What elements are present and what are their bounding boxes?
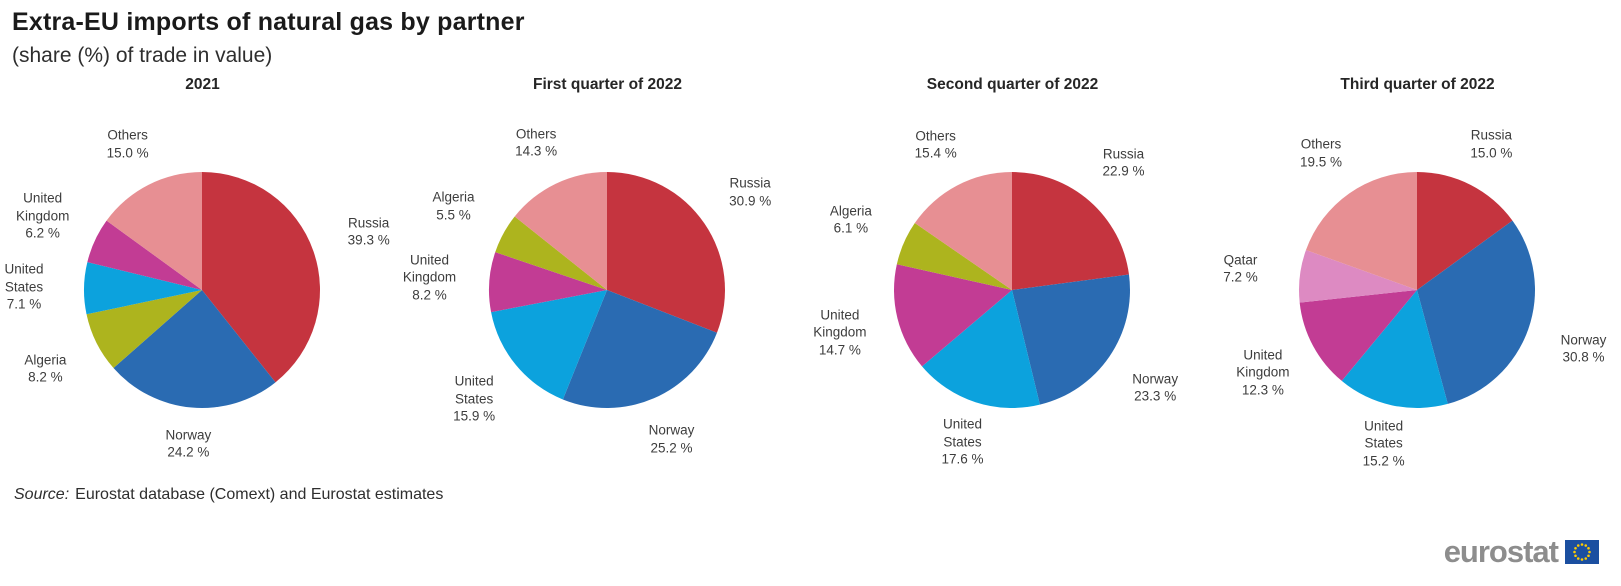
- pie-slice-algeria: [495, 216, 607, 290]
- pie-slice-norway: [562, 290, 717, 409]
- slice-label-norway: Norway 24.2 %: [165, 427, 212, 460]
- slice-label-united-states: United States 7.1 %: [4, 261, 44, 312]
- pie-slice-norway: [1417, 220, 1536, 404]
- pie-panel-4: Third quarter of 2022 Russia 15.0 % Norway 3…: [1215, 76, 1620, 480]
- slice-label-others: Others 15.0 %: [106, 127, 149, 160]
- slice-label-algeria: Algeria 5.5 %: [432, 189, 475, 223]
- pie-chart-title: Third quarter of 2022: [1340, 76, 1495, 93]
- slice-label-united-kingdom: United Kingdom 8.2 %: [402, 252, 457, 303]
- slice-label-norway: Norway 23.3 %: [1132, 371, 1179, 404]
- pie-slice-norway: [113, 290, 276, 408]
- slice-label-algeria: Algeria 8.2 %: [24, 352, 67, 385]
- slice-label-russia: Russia 15.0 %: [1470, 127, 1513, 160]
- slice-label-united-kingdom: United Kingdom 12.3 %: [1236, 347, 1290, 398]
- pie-slice-united-kingdom: [893, 264, 1012, 367]
- pie-slice-united-states: [491, 290, 607, 400]
- pie-panel-3: Second quarter of 2022 Russia 22.9 % Norway…: [810, 76, 1215, 480]
- pie-slice-others: [914, 172, 1012, 290]
- pie-slice-others: [514, 172, 607, 290]
- pie-chart-area: Russia 22.9 % Norway 23.3 % United States 17.6…: [810, 98, 1215, 480]
- pie-slice-qatar: [1298, 250, 1417, 303]
- pie-chart-title: 2021: [185, 76, 220, 93]
- slice-label-others: Others 15.4 %: [914, 128, 957, 161]
- pie-chart: [893, 172, 1130, 408]
- charts-row: 2021 Russia 39.3 % Norway 24.2 % Algeria 8.2 %…: [0, 76, 1621, 480]
- page-title: Extra-EU imports of natural gas by partn…: [12, 8, 525, 36]
- pie-slice-norway: [1012, 274, 1130, 405]
- pie-chart-area: Russia 30.9 % Norway 25.2 % United States 15.9…: [402, 98, 810, 480]
- source-text: Eurostat database (Comext) and Eurostat …: [75, 486, 444, 503]
- pie-slice-united-states: [84, 262, 202, 315]
- slice-label-russia: Russia 30.9 %: [729, 175, 772, 209]
- pie-chart-area: Russia 39.3 % Norway 24.2 % Algeria 8.2 % Unit…: [0, 98, 405, 480]
- page-subtitle: (share (%) of trade in value): [12, 44, 273, 67]
- header: Extra-EU imports of natural gas by partn…: [0, 0, 1621, 68]
- slice-label-algeria: Algeria 6.1 %: [829, 203, 872, 236]
- slice-label-others: Others 19.5 %: [1299, 136, 1343, 170]
- slice-label-norway: Norway 30.8 %: [1560, 332, 1607, 365]
- pie-chart: [488, 172, 725, 409]
- pie-slice-others: [106, 172, 202, 290]
- pie-panel-1: 2021 Russia 39.3 % Norway 24.2 % Algeria 8.2 %…: [0, 76, 405, 480]
- slice-label-united-states: United States 15.9 %: [453, 373, 496, 425]
- pie-chart: [84, 172, 320, 408]
- pie-slice-united-kingdom: [1299, 290, 1417, 381]
- slice-label-united-states: United States 17.6 %: [941, 416, 984, 467]
- pie-slice-russia: [1417, 172, 1513, 290]
- pie-chart-title: First quarter of 2022: [532, 76, 683, 93]
- slice-label-united-kingdom: United Kingdom 6.2 %: [16, 190, 70, 241]
- pie-slice-united-states: [1341, 290, 1448, 409]
- slice-label-others: Others 14.3 %: [515, 126, 558, 159]
- source-label: Source:: [14, 486, 70, 503]
- pie-slice-algeria: [896, 223, 1012, 290]
- slice-label-norway: Norway 25.2 %: [648, 422, 695, 455]
- pie-chart-title: Second quarter of 2022: [926, 76, 1099, 93]
- pie-slice-others: [1305, 172, 1417, 290]
- slice-label-russia: Russia 39.3 %: [347, 215, 390, 248]
- pie-slice-russia: [607, 172, 725, 333]
- pie-slice-united-states: [922, 290, 1040, 408]
- pie-slice-united-kingdom: [87, 220, 202, 290]
- slice-label-united-states: United States 15.2 %: [1362, 418, 1405, 469]
- pie-panel-2: First quarter of 2022 Russia 30.9 % Norway 2…: [402, 76, 810, 480]
- source-line: Source: Eurostat database (Comext) and Eu…: [14, 486, 1621, 504]
- pie-slice-russia: [1012, 172, 1129, 290]
- pie-chart: [1298, 172, 1536, 409]
- eurostat-wordmark: eurostat: [1443, 534, 1559, 569]
- slice-label-qatar: Qatar 7.2 %: [1223, 252, 1258, 285]
- eu-flag-icon: [1565, 540, 1599, 564]
- pie-slice-algeria: [86, 290, 202, 369]
- pie-slice-united-kingdom: [488, 252, 607, 313]
- pie-slice-russia: [202, 172, 320, 383]
- eurostat-logo: eurostat: [1444, 534, 1599, 570]
- pie-chart-area: Russia 15.0 % Norway 30.8 % United States 15.2…: [1215, 98, 1620, 480]
- slice-label-united-kingdom: United Kingdom 14.7 %: [813, 307, 867, 358]
- slice-label-russia: Russia 22.9 %: [1102, 146, 1145, 179]
